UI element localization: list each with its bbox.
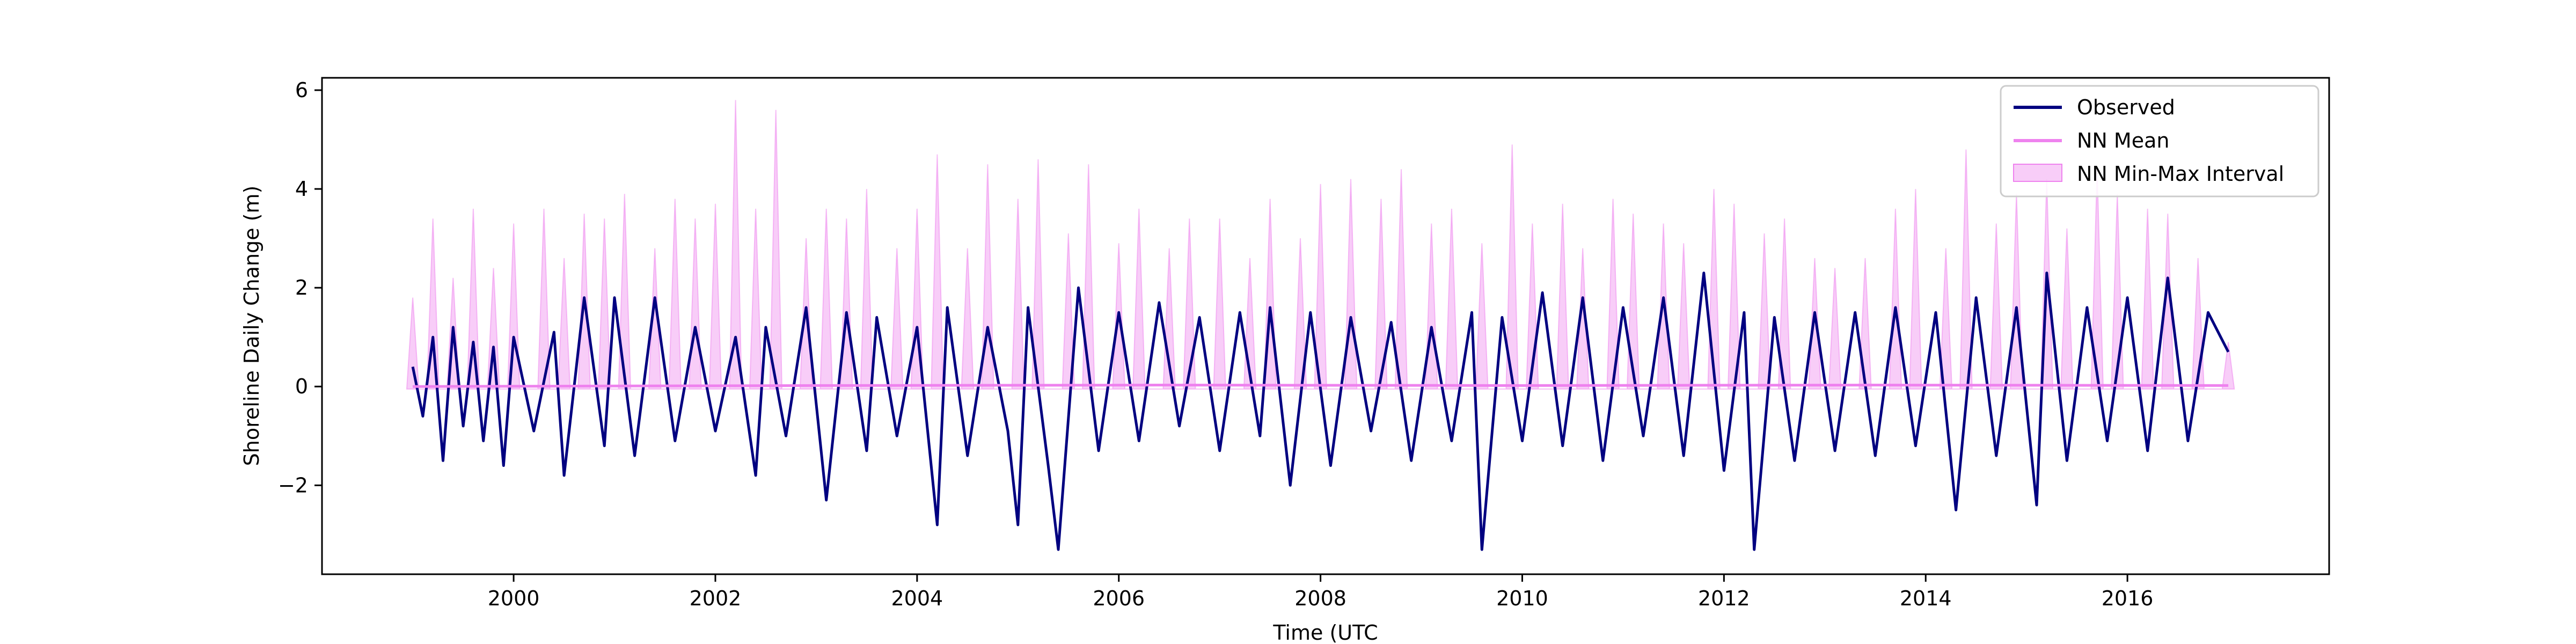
x-tick-label: 2014 [1900, 587, 1952, 610]
x-tick-label: 2006 [1093, 587, 1145, 610]
x-axis-ticks: 2000 2002 2004 2006 2008 2010 2012 2014 2016 [488, 574, 2154, 610]
legend-frame [2000, 85, 2319, 197]
y-tick-label: 4 [295, 177, 308, 201]
x-tick-label: 2016 [2102, 587, 2154, 610]
x-axis-label: Time (UTC [1272, 621, 1378, 644]
legend: Observed NN Mean NN Min-Max Interval [2000, 85, 2319, 197]
y-tick-label: 0 [295, 375, 308, 398]
x-tick-label: 2012 [1698, 587, 1750, 610]
legend-observed-label: Observed [2077, 96, 2175, 119]
x-tick-label: 2010 [1496, 587, 1548, 610]
nn-mean-line [413, 383, 2229, 388]
x-tick-label: 2008 [1294, 587, 1346, 610]
legend-nn-interval-label: NN Min-Max Interval [2077, 162, 2284, 186]
x-tick-label: 2000 [488, 587, 540, 610]
y-tick-label: 2 [295, 276, 308, 299]
y-tick-label: −2 [278, 473, 308, 497]
legend-nn-interval-swatch [2013, 164, 2062, 182]
x-tick-label: 2004 [891, 587, 943, 610]
y-tick-label: 6 [295, 78, 308, 102]
x-tick-label: 2002 [690, 587, 742, 610]
observed-series-layer [411, 272, 2230, 551]
legend-nn-mean-label: NN Mean [2077, 129, 2169, 152]
observed-line [411, 272, 2230, 551]
plot-area [406, 100, 2235, 551]
plot-frame [321, 77, 2330, 575]
y-axis-ticks: −2 0 2 4 6 [278, 78, 322, 497]
nn-mean-series-layer [413, 383, 2229, 388]
y-axis-label: Shoreline Daily Change (m) [240, 186, 264, 466]
